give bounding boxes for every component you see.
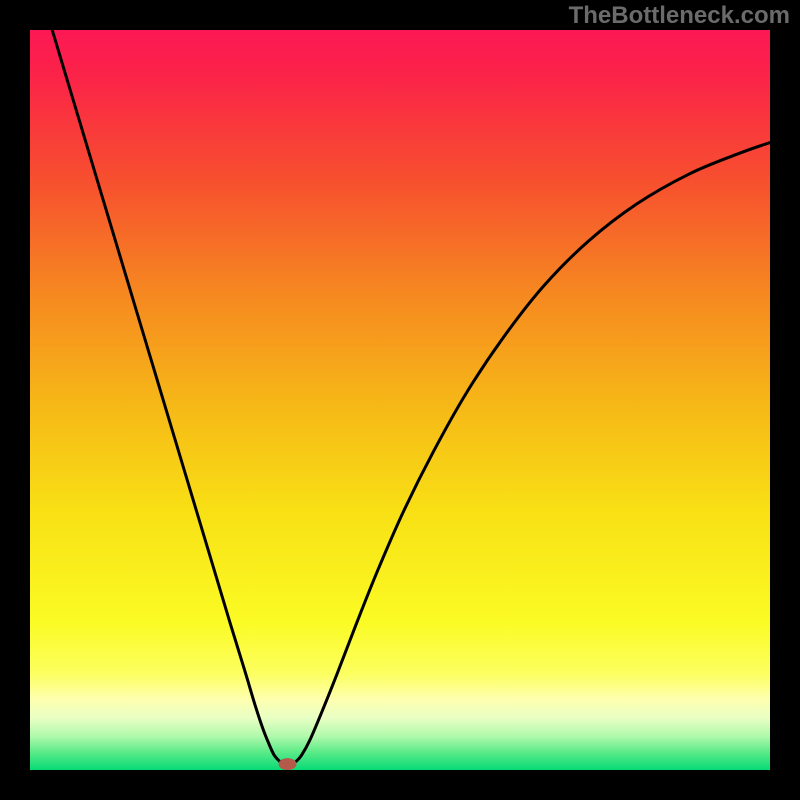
minimum-marker	[279, 758, 297, 770]
chart-container: TheBottleneck.com	[0, 0, 800, 800]
plot-background	[30, 30, 770, 770]
chart-svg	[30, 30, 770, 770]
plot-area	[30, 30, 770, 770]
watermark-text: TheBottleneck.com	[569, 2, 790, 30]
